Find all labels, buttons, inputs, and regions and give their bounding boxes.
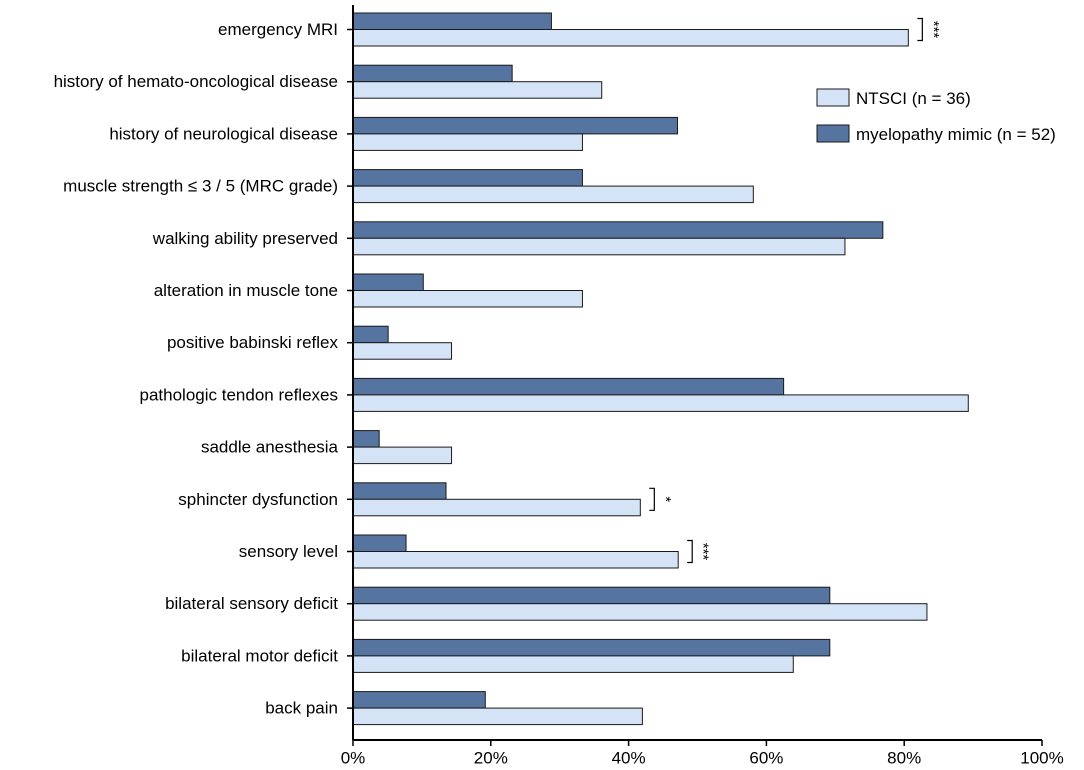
category-label: saddle anesthesia — [201, 438, 339, 457]
category-label: bilateral motor deficit — [181, 646, 338, 665]
significance-label: *** — [695, 543, 712, 561]
bar-ntsci — [352, 237, 846, 256]
bar-myelopathy-mimic — [352, 325, 389, 344]
significance-label: * — [657, 496, 674, 502]
bar-ntsci — [352, 603, 928, 621]
category-label: sensory level — [239, 542, 338, 561]
bar-myelopathy-mimic — [352, 534, 407, 552]
category-label: sphincter dysfunction — [178, 490, 338, 509]
x-tick-label: 100% — [1020, 749, 1063, 768]
category-label: muscle strength ≤ 3 / 5 (MRC grade) — [63, 177, 338, 196]
bar-ntsci — [352, 81, 603, 99]
category-label: history of neurological disease — [109, 124, 338, 143]
bar-myelopathy-mimic — [352, 273, 424, 291]
bar-myelopathy-mimic — [352, 691, 486, 709]
category-label: pathologic tendon reflexes — [140, 385, 338, 404]
bar-ntsci — [352, 133, 583, 151]
bar-myelopathy-mimic — [352, 64, 513, 83]
category-label: alteration in muscle tone — [154, 281, 338, 300]
significance-label: *** — [925, 21, 942, 39]
significance-bracket — [649, 487, 655, 511]
significance-bracket — [917, 17, 923, 42]
category-label: history of hemato-oncological disease — [54, 72, 338, 91]
bar-myelopathy-mimic — [352, 221, 884, 239]
bar-myelopathy-mimic — [352, 482, 447, 500]
bar-myelopathy-mimic — [352, 638, 831, 657]
category-label: bilateral sensory deficit — [165, 594, 338, 613]
category-label: back pain — [265, 699, 338, 718]
bar-ntsci — [352, 655, 794, 673]
bar-ntsci — [352, 394, 969, 412]
bar-myelopathy-mimic — [352, 377, 785, 396]
category-label: walking ability preserved — [152, 229, 338, 248]
x-tick-label: 20% — [474, 749, 508, 768]
bar-ntsci — [352, 446, 453, 465]
legend-swatch-myelopathy-mimic — [816, 124, 850, 143]
category-label: emergency MRI — [218, 20, 338, 39]
legend-label-ntsci: NTSCI (n = 36) — [856, 89, 971, 108]
bar-myelopathy-mimic — [352, 169, 583, 187]
bar-ntsci — [352, 551, 679, 569]
x-tick-label: 60% — [749, 749, 783, 768]
bar-ntsci — [352, 498, 641, 517]
legend-label-myelopathy-mimic: myelopathy mimic (n = 52) — [856, 125, 1056, 144]
bar-ntsci — [352, 29, 909, 47]
category-label: positive babinski reflex — [167, 333, 339, 352]
bar-ntsci — [352, 342, 453, 360]
bar-myelopathy-mimic — [352, 430, 380, 448]
bar-myelopathy-mimic — [352, 586, 831, 605]
x-tick-label: 0% — [341, 749, 366, 768]
x-tick-label: 40% — [612, 749, 646, 768]
bar-ntsci — [352, 290, 583, 308]
significance-bracket — [687, 539, 693, 564]
legend-swatch-ntsci — [816, 88, 850, 107]
bar-ntsci — [352, 185, 754, 204]
bar-myelopathy-mimic — [352, 12, 552, 30]
bar-myelopathy-mimic — [352, 116, 679, 135]
x-tick-label: 80% — [887, 749, 921, 768]
bar-ntsci — [352, 707, 643, 726]
